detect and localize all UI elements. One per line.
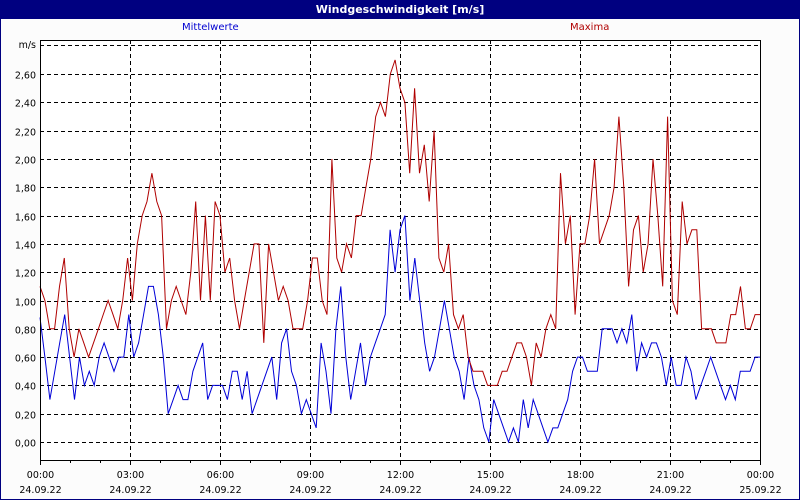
x-tick-date: 24.09.22 bbox=[289, 485, 331, 496]
x-tick-time: 12:00 bbox=[387, 470, 414, 481]
window-title: Windgeschwindigkeit [m/s] bbox=[0, 0, 800, 19]
mittelwerte-line bbox=[39, 215, 760, 444]
y-tick-label: 0,00 bbox=[15, 439, 36, 450]
y-tick-label: 0,60 bbox=[15, 354, 36, 365]
y-tick-label: 1,40 bbox=[15, 241, 36, 252]
y-tick-label: 2,40 bbox=[15, 99, 36, 110]
y-tick-label: 2,20 bbox=[15, 128, 36, 139]
x-tick-time: 15:00 bbox=[477, 470, 504, 481]
x-tick-time: 09:00 bbox=[297, 470, 324, 481]
x-tick-date: 24.09.22 bbox=[379, 485, 421, 496]
legend-maxima: Maxima bbox=[570, 22, 610, 33]
maxima-line bbox=[39, 59, 760, 386]
y-unit-label: m/s bbox=[19, 40, 36, 51]
series-lines bbox=[39, 59, 760, 444]
x-axis-labels: 00:00 24.09.22 03:00 24.09.22 06:00 24.09.22 0… bbox=[19, 470, 781, 496]
x-tick-date: 25.09.22 bbox=[739, 485, 781, 496]
x-tick-time: 00:00 bbox=[747, 470, 774, 481]
y-tick-label: 1,60 bbox=[15, 213, 36, 224]
x-tick-date: 24.09.22 bbox=[649, 485, 691, 496]
x-tick-date: 24.09.22 bbox=[469, 485, 511, 496]
y-tick-label: 0,80 bbox=[15, 326, 36, 337]
x-tick-date: 24.09.22 bbox=[109, 485, 151, 496]
x-tick-time: 06:00 bbox=[207, 470, 234, 481]
y-tick-label: 1,20 bbox=[15, 269, 36, 280]
x-tick-time: 03:00 bbox=[117, 470, 144, 481]
y-tick-label: 1,00 bbox=[15, 298, 36, 309]
x-tick-time: 00:00 bbox=[27, 470, 54, 481]
gridlines bbox=[40, 40, 760, 460]
axes bbox=[40, 40, 761, 465]
legend-mittelwerte: Mittelwerte bbox=[182, 22, 239, 33]
x-tick-time: 21:00 bbox=[657, 470, 684, 481]
y-tick-label: 0,40 bbox=[15, 382, 36, 393]
y-tick-label: 1,80 bbox=[15, 184, 36, 195]
x-tick-date: 24.09.22 bbox=[19, 485, 61, 496]
y-axis-labels: 2,60 2,40 2,20 2,00 1,80 1,60 1,40 1,20 1,00 0,80… bbox=[15, 40, 36, 450]
x-tick-date: 24.09.22 bbox=[559, 485, 601, 496]
y-tick-label: 0,20 bbox=[15, 411, 36, 422]
x-tick-time: 18:00 bbox=[567, 470, 594, 481]
y-tick-label: 2,60 bbox=[15, 71, 36, 82]
y-tick-label: 2,00 bbox=[15, 156, 36, 167]
x-tick-date: 24.09.22 bbox=[199, 485, 241, 496]
